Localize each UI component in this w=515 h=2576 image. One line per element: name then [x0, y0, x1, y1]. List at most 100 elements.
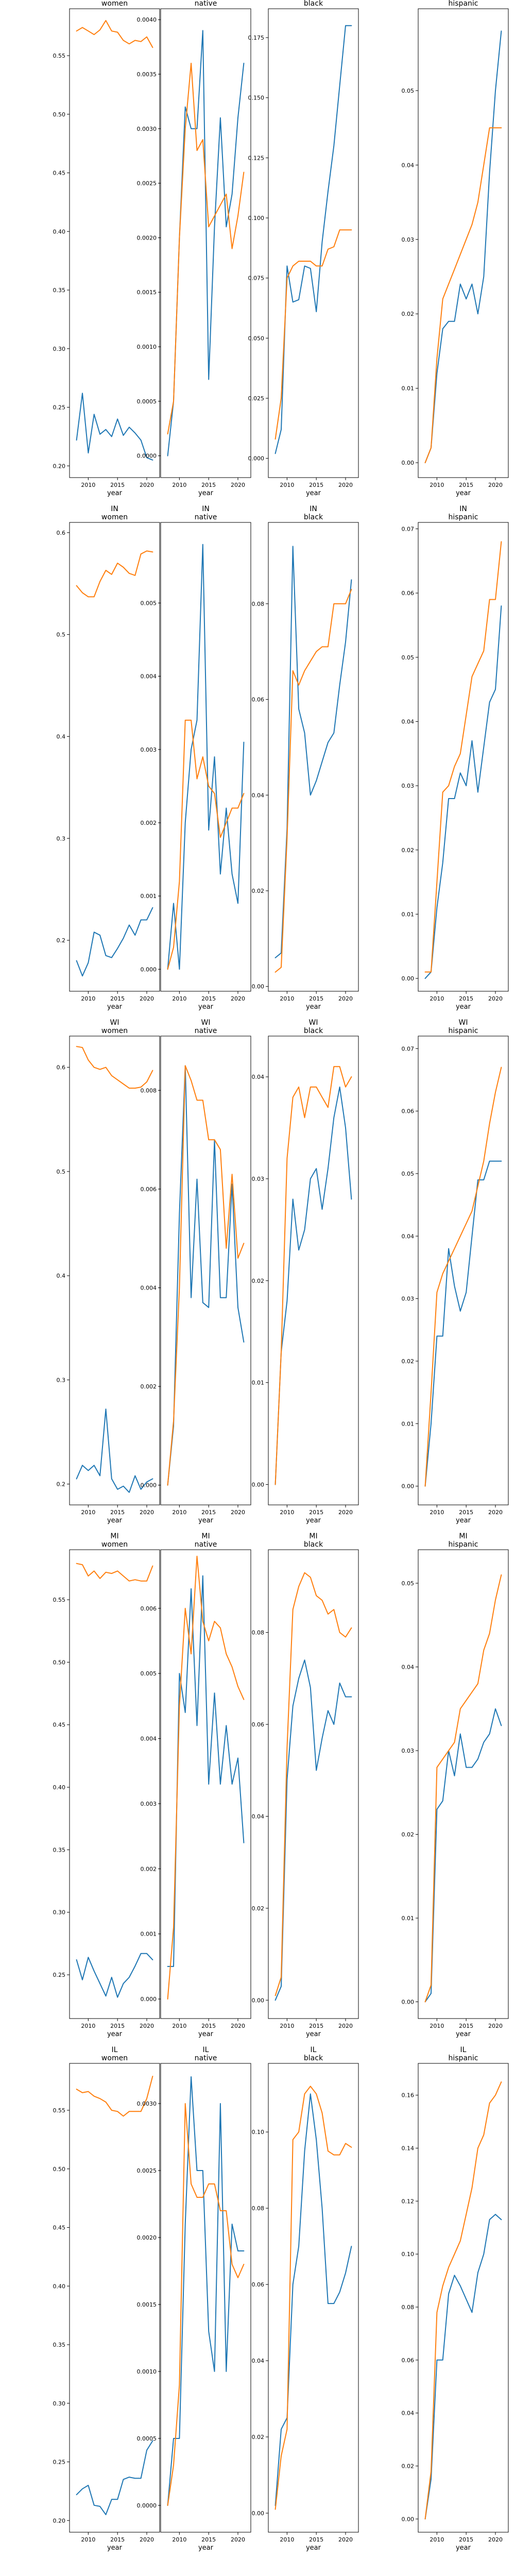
subplot-title-line: hispanic [449, 0, 478, 8]
axes-frame [69, 522, 160, 992]
y-tick-label: 0.03 [402, 236, 415, 243]
subplot-title-line: IN [111, 505, 118, 513]
axes-frame [418, 1036, 509, 1505]
axes-frame [418, 1549, 509, 2019]
x-tick-label: 2020 [338, 2023, 353, 2029]
subplot-title-line: black [304, 1540, 323, 1549]
series-line-orange [274, 1572, 352, 1996]
subplot-title-line: hispanic [449, 2054, 478, 2062]
y-tick-label: 0.06 [252, 697, 265, 703]
series-line-orange [167, 719, 245, 970]
y-tick-label: 0.50 [53, 1659, 66, 1666]
x-tick-label: 2015 [201, 2023, 216, 2029]
y-tick-label: 0.05 [402, 1580, 415, 1587]
y-tick-label: 0.0020 [137, 2234, 157, 2241]
y-tick-label: 0.04 [252, 1074, 265, 1080]
x-tick-label: 2020 [488, 2536, 503, 2543]
y-tick-label: 0.20 [53, 2517, 66, 2524]
x-tick-label: 2015 [459, 2023, 473, 2029]
subplot-title-line: WI [309, 1019, 318, 1027]
subplot-title-line: IL [112, 2046, 118, 2054]
y-tick-label: 0.40 [53, 228, 66, 235]
axes-frame [160, 2063, 251, 2533]
x-tick-label: 2015 [459, 995, 473, 1002]
x-tick-label: 2015 [110, 2023, 125, 2029]
x-tick-label: 2015 [110, 482, 125, 488]
y-tick-label: 0.06 [402, 1108, 415, 1115]
y-tick-label: 0.35 [53, 2342, 66, 2348]
y-tick-label: 0.025 [248, 395, 265, 402]
y-tick-label: 0.50 [53, 2166, 66, 2173]
axes-frame [69, 1549, 160, 2019]
x-axis-label: year [198, 1003, 214, 1011]
x-axis-label: year [306, 1517, 321, 1524]
y-tick-label: 0.25 [53, 404, 66, 411]
y-tick-label: 0.0005 [137, 398, 157, 405]
y-tick-label: 0.06 [402, 2357, 415, 2364]
y-tick-label: 0.002 [141, 1383, 157, 1390]
y-tick-label: 0.6 [57, 530, 66, 536]
x-axis-label: year [456, 1003, 471, 1011]
y-tick-label: 0.000 [248, 455, 265, 462]
x-axis-label: year [107, 1003, 123, 1011]
y-tick-label: 0.04 [402, 162, 415, 168]
subplot-title-line: hispanic [449, 1540, 478, 1549]
y-tick-label: 0.005 [141, 1670, 157, 1677]
subplot-title-line: black [304, 513, 323, 521]
y-tick-label: 0.02 [402, 847, 415, 854]
x-tick-label: 2020 [338, 2536, 353, 2543]
y-tick-label: 0.02 [252, 1905, 265, 1912]
series-line-orange [76, 2076, 153, 2117]
series-line-orange [167, 1555, 245, 2000]
y-tick-label: 0.0020 [137, 234, 157, 241]
y-tick-label: 0.03 [252, 1176, 265, 1182]
axes-frame [69, 2063, 160, 2533]
series-line-orange [76, 20, 153, 48]
subplot-title-line: black [304, 0, 323, 8]
y-tick-label: 0.08 [402, 2304, 415, 2311]
y-tick-label: 0.40 [53, 1784, 66, 1791]
y-tick-label: 0.12 [402, 2198, 415, 2205]
x-axis-label: year [456, 1517, 471, 1524]
y-tick-label: 0.075 [248, 275, 265, 282]
y-tick-label: 0.0025 [137, 180, 157, 187]
y-tick-label: 0.02 [402, 1358, 415, 1365]
y-tick-label: 0.004 [141, 673, 157, 680]
x-tick-label: 2020 [231, 995, 245, 1002]
series-line-blue [76, 2440, 153, 2515]
x-tick-label: 2015 [201, 1509, 216, 1516]
series-line-orange [274, 2086, 352, 2510]
y-tick-label: 0.001 [141, 1931, 157, 1938]
axes-frame [268, 1036, 359, 1505]
x-axis-label: year [306, 1003, 321, 1011]
y-tick-label: 0.0010 [137, 2368, 157, 2375]
y-tick-label: 0.2 [57, 937, 66, 944]
series-line-orange [76, 550, 153, 598]
y-tick-label: 0.14 [402, 2145, 415, 2152]
series-line-orange [76, 1563, 153, 1582]
series-line-blue [167, 1575, 245, 1967]
x-axis-label: year [107, 489, 123, 497]
y-tick-label: 0.30 [53, 2400, 66, 2407]
series-line-blue [424, 2214, 502, 2520]
y-tick-label: 0.0030 [137, 126, 157, 132]
x-tick-label: 2010 [172, 2536, 186, 2543]
y-tick-label: 0.55 [53, 1597, 66, 1603]
y-tick-label: 0.003 [141, 747, 157, 753]
y-tick-label: 0.08 [252, 1630, 265, 1636]
subplot-title-line: native [195, 2054, 217, 2062]
x-tick-label: 2010 [430, 2536, 444, 2543]
y-tick-label: 0.0040 [137, 16, 157, 23]
x-tick-label: 2010 [430, 995, 444, 1002]
y-tick-label: 0.0035 [137, 71, 157, 78]
y-tick-label: 0.02 [402, 311, 415, 317]
y-tick-label: 0.08 [252, 601, 265, 607]
y-tick-label: 0.55 [53, 53, 66, 59]
subplot-oh-black: OHblack0.0000.0250.0500.0750.1000.1250.1… [248, 0, 359, 497]
y-tick-label: 0.07 [402, 526, 415, 532]
y-tick-label: 0.3 [57, 1377, 66, 1383]
